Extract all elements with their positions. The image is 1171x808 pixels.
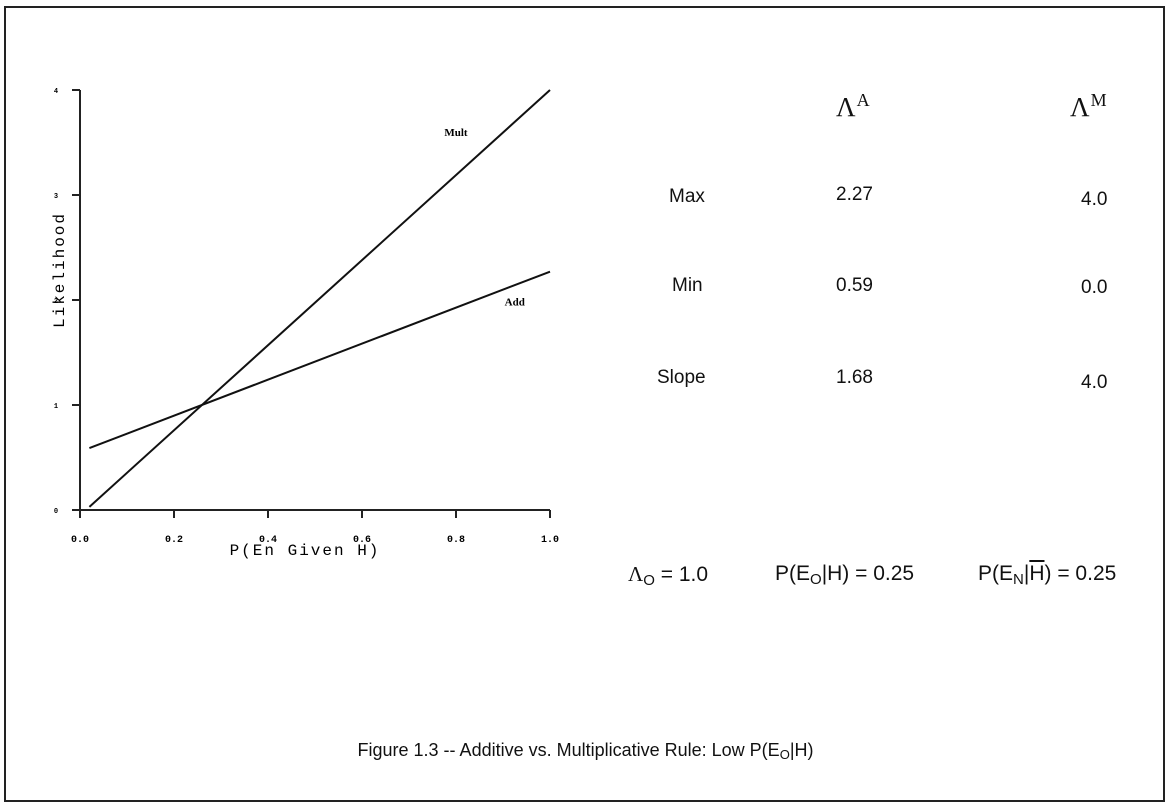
param-p2-pre: P(E [978, 562, 1014, 585]
series-label-mult: Mult [444, 127, 468, 139]
param-p1-post: |H) = 0.25 [821, 562, 915, 585]
y-tick-label: 3 [54, 193, 58, 201]
caption-pre: Figure 1.3 -- Additive vs. Multiplicativ… [357, 740, 780, 760]
col-header-additive-base: Λ [836, 92, 856, 122]
cell-min-mult: 0.0 [1081, 277, 1108, 298]
param-lambda-o: ΛO = 1.0 [628, 562, 708, 589]
param-p2-mid: | [1023, 562, 1030, 585]
y-tick-label: 4 [54, 88, 58, 96]
cell-max-mult: 4.0 [1081, 189, 1108, 210]
col-header-additive-sup: A [856, 90, 870, 110]
series-label-add: Add [505, 296, 525, 308]
y-axis-label: Likelihood [51, 212, 69, 328]
y-tick-label: 0 [54, 508, 58, 516]
x-tick-label: 0.6 [353, 535, 371, 546]
param-lambda-base: Λ [628, 562, 644, 586]
series-line-add [89, 270, 551, 449]
x-axis-label: P(En Given H) [230, 542, 381, 560]
col-header-additive: ΛA [836, 90, 870, 123]
col-header-mult-base: Λ [1070, 92, 1090, 122]
cell-slope-mult: 4.0 [1081, 372, 1108, 393]
figure-frame [4, 6, 1165, 802]
x-tick-label: 0.4 [259, 535, 277, 546]
y-tick-label: 1 [54, 403, 58, 411]
param-p1-sub: O [810, 571, 822, 588]
x-tick-label: 1.0 [541, 535, 559, 546]
cell-max-additive: 2.27 [836, 184, 873, 205]
col-header-mult-sup: M [1090, 90, 1107, 110]
caption-sub: O [779, 747, 790, 762]
figure-caption: Figure 1.3 -- Additive vs. Multiplicativ… [0, 740, 1171, 762]
param-p-en-given-not-h: P(EN|H) = 0.25 [978, 562, 1116, 588]
cell-slope-additive: 1.68 [836, 367, 873, 388]
row-label-max: Max [669, 186, 705, 207]
param-p2-post: ) = 0.25 [1044, 562, 1117, 585]
param-p2-bar: H [1029, 562, 1045, 585]
x-tick-label: 0.8 [447, 535, 465, 546]
x-tick-label: 0.0 [71, 535, 89, 546]
y-tick-label: 2 [54, 298, 58, 306]
chart-series: Mult Add [88, 89, 551, 508]
cell-min-additive: 0.59 [836, 275, 873, 296]
row-label-slope: Slope [657, 367, 706, 388]
param-p1-pre: P(E [775, 562, 811, 585]
param-lambda-val: = 1.0 [660, 563, 709, 586]
param-p-eo-given-h: P(EO|H) = 0.25 [775, 562, 914, 588]
chart-ticks: 0.0 0.2 0.4 0.6 0.8 1.0 0 1 2 3 4 [54, 88, 559, 546]
param-lambda-sub: O [643, 572, 655, 589]
chart-plot: 0.0 0.2 0.4 0.6 0.8 1.0 0 1 2 3 4 Mult Add P(En Giv… [51, 88, 559, 560]
series-line-mult [88, 89, 551, 508]
row-label-min: Min [672, 275, 703, 296]
col-header-multiplicative: ΛM [1070, 90, 1107, 123]
param-p2-sub: N [1013, 571, 1024, 588]
x-tick-label: 0.2 [165, 535, 183, 546]
caption-post: |H) [789, 740, 814, 760]
